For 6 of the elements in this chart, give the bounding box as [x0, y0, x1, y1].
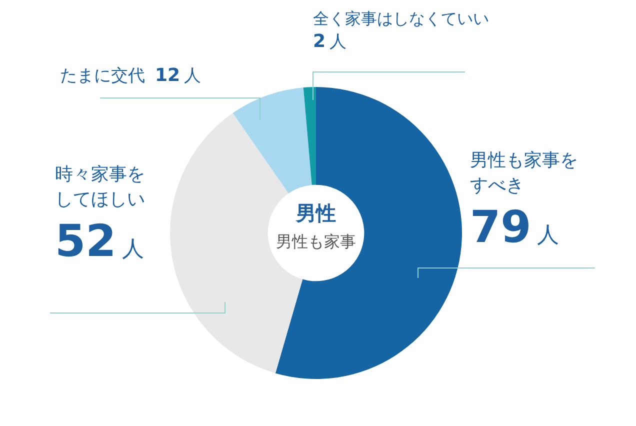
text: 男性 — [294, 200, 337, 227]
text: 男性も家事 — [275, 232, 357, 253]
slice-label: 全く家事はしなくていい — [313, 8, 490, 30]
slice-label: たまに交代 — [60, 66, 145, 86]
slice-label: 男性も家事をすべき — [470, 149, 579, 198]
slice-label: 時々家事をしてほしい — [55, 163, 146, 212]
